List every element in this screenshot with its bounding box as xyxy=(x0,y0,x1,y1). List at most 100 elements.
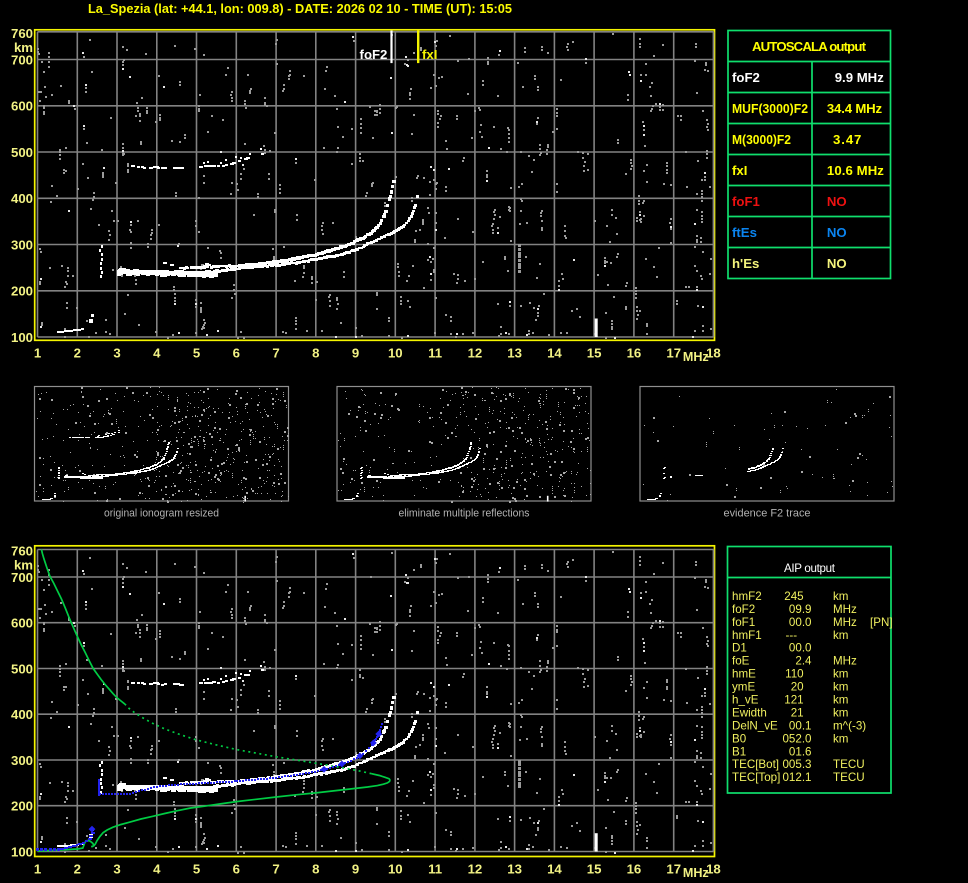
svg-text:AUTOSCALA output: AUTOSCALA output xyxy=(752,39,867,54)
svg-text:hmF2: hmF2 xyxy=(732,590,762,603)
svg-text:foF1: foF1 xyxy=(732,194,760,209)
svg-text:TEC[Bot]: TEC[Bot] xyxy=(732,758,779,771)
svg-text:121: 121 xyxy=(784,694,803,707)
svg-text:MHz: MHz xyxy=(683,866,709,880)
svg-text:21: 21 xyxy=(791,706,804,719)
svg-text:17: 17 xyxy=(666,862,681,877)
svg-text:6: 6 xyxy=(233,862,240,877)
svg-text:MHz: MHz xyxy=(833,655,857,668)
svg-text:6: 6 xyxy=(233,346,240,361)
svg-text:km: km xyxy=(833,706,848,719)
svg-text:8: 8 xyxy=(312,862,319,877)
svg-text:500: 500 xyxy=(11,661,33,676)
svg-text:700: 700 xyxy=(11,52,33,67)
svg-text:100: 100 xyxy=(11,330,33,345)
svg-text:200: 200 xyxy=(11,799,33,814)
svg-text:1: 1 xyxy=(34,862,41,877)
svg-text:foF2: foF2 xyxy=(732,603,755,616)
svg-text:14: 14 xyxy=(547,346,562,361)
svg-text:AIP output: AIP output xyxy=(784,562,836,575)
svg-text:La_Spezia (lat: +44.1, lon: 00: La_Spezia (lat: +44.1, lon: 009.8) - DAT… xyxy=(88,1,512,16)
svg-text:052.0: 052.0 xyxy=(782,732,811,745)
svg-text:TECU: TECU xyxy=(833,758,865,771)
svg-text:5: 5 xyxy=(193,862,200,877)
svg-text:600: 600 xyxy=(11,616,33,631)
svg-text:400: 400 xyxy=(11,707,33,722)
svg-text:km: km xyxy=(833,590,848,603)
svg-text:100: 100 xyxy=(11,844,33,859)
svg-text:km: km xyxy=(833,694,848,707)
svg-text:[PN]: [PN] xyxy=(870,616,893,629)
svg-text:11: 11 xyxy=(428,346,442,361)
svg-text:012.1: 012.1 xyxy=(782,771,811,784)
svg-text:10: 10 xyxy=(388,346,403,361)
svg-text:M(3000)F2: M(3000)F2 xyxy=(732,132,791,147)
svg-text:2.4: 2.4 xyxy=(795,655,812,668)
svg-text:11: 11 xyxy=(428,862,442,877)
svg-text:Ewidth: Ewidth xyxy=(732,706,767,719)
svg-text:MHz: MHz xyxy=(833,603,857,616)
svg-text:760: 760 xyxy=(11,26,33,41)
svg-text:2: 2 xyxy=(74,346,81,361)
svg-text:15: 15 xyxy=(587,346,602,361)
svg-text:3: 3 xyxy=(113,346,120,361)
svg-text:ymE: ymE xyxy=(732,681,755,694)
svg-text:TEC[Top]: TEC[Top] xyxy=(732,771,780,784)
svg-text:B0: B0 xyxy=(732,732,746,745)
svg-text:34.4 MHz: 34.4 MHz xyxy=(827,101,883,116)
svg-text:18: 18 xyxy=(706,862,721,877)
svg-text:B1: B1 xyxy=(732,745,746,758)
svg-text:00.0: 00.0 xyxy=(789,642,812,655)
svg-text:km: km xyxy=(833,668,848,681)
svg-text:foF2: foF2 xyxy=(732,70,760,85)
svg-text:245: 245 xyxy=(784,590,803,603)
svg-text:ftEs: ftEs xyxy=(732,225,757,240)
svg-text:13: 13 xyxy=(507,346,522,361)
svg-text:7: 7 xyxy=(272,346,279,361)
svg-text:5: 5 xyxy=(193,346,200,361)
svg-text:D1: D1 xyxy=(732,642,747,655)
svg-text:9.9 MHz: 9.9 MHz xyxy=(835,70,885,85)
svg-text:TECU: TECU xyxy=(833,771,865,784)
svg-text:NO: NO xyxy=(827,256,847,271)
svg-text:500: 500 xyxy=(11,145,33,160)
svg-text:7: 7 xyxy=(272,862,279,877)
svg-text:400: 400 xyxy=(11,191,33,206)
svg-text:005.3: 005.3 xyxy=(782,758,811,771)
svg-text:18: 18 xyxy=(706,346,721,361)
svg-text:DelN_vE: DelN_vE xyxy=(732,719,778,732)
svg-text:km: km xyxy=(833,681,848,694)
svg-text:20: 20 xyxy=(791,681,804,694)
svg-text:km: km xyxy=(14,40,33,55)
svg-text:10: 10 xyxy=(388,862,403,877)
svg-text:MUF(3000)F2: MUF(3000)F2 xyxy=(732,101,808,116)
svg-text:h_vE: h_vE xyxy=(732,694,759,707)
svg-text:760: 760 xyxy=(11,544,33,559)
svg-text:14: 14 xyxy=(547,862,562,877)
svg-text:foF1: foF1 xyxy=(732,616,755,629)
svg-text:4: 4 xyxy=(153,862,161,877)
svg-text:hmE: hmE xyxy=(732,668,756,681)
svg-text:00.0: 00.0 xyxy=(789,616,812,629)
svg-text:16: 16 xyxy=(627,346,642,361)
svg-text:fxI: fxI xyxy=(732,163,747,178)
svg-text:300: 300 xyxy=(11,753,33,768)
svg-text:4: 4 xyxy=(153,346,161,361)
svg-text:2: 2 xyxy=(74,862,81,877)
svg-text:eliminate multiple reflections: eliminate multiple reflections xyxy=(399,508,530,520)
svg-text:---: --- xyxy=(786,629,798,642)
svg-text:evidence F2 trace: evidence F2 trace xyxy=(724,508,811,520)
svg-text:1: 1 xyxy=(34,346,41,361)
svg-text:12: 12 xyxy=(468,862,483,877)
svg-text:3: 3 xyxy=(113,862,120,877)
svg-text:110: 110 xyxy=(785,668,803,681)
svg-text:13: 13 xyxy=(507,862,522,877)
svg-text:km: km xyxy=(833,732,848,745)
svg-text:hmF1: hmF1 xyxy=(732,629,762,642)
svg-text:m^(-3): m^(-3) xyxy=(833,719,866,732)
svg-text:17: 17 xyxy=(666,346,681,361)
svg-text:9: 9 xyxy=(352,346,359,361)
svg-text:km: km xyxy=(14,558,33,573)
svg-text:8: 8 xyxy=(312,346,319,361)
svg-text:10.6 MHz: 10.6 MHz xyxy=(827,163,884,178)
